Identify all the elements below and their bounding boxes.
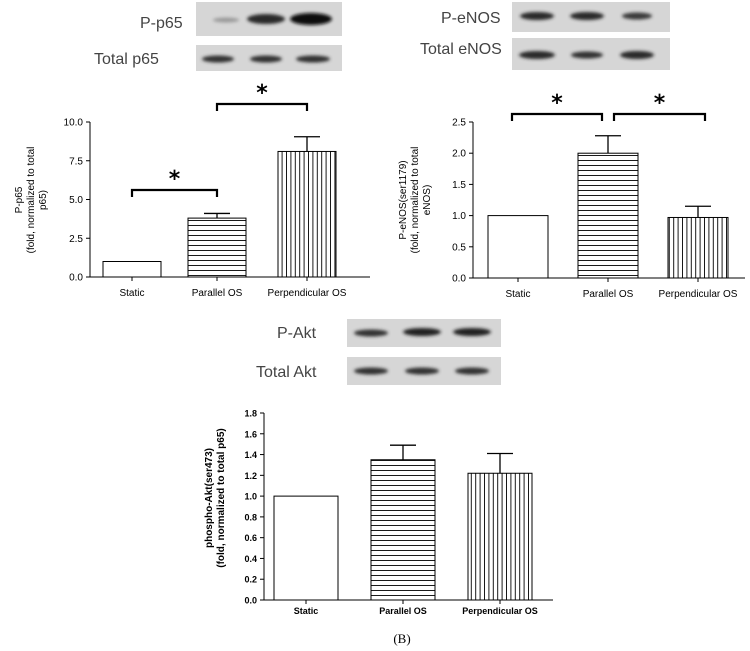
y-axis-title-line: P-eNOS(ser1179) <box>398 160 409 239</box>
x-tick-label-static: Static <box>294 606 319 616</box>
significance-star: * <box>256 81 268 106</box>
y-tick-label: 5.0 <box>69 195 83 206</box>
x-tick-label-parallel-os: Parallel OS <box>379 606 427 616</box>
y-tick-label: 1.6 <box>244 429 257 439</box>
bar-perpendicular-os <box>667 216 729 279</box>
bar-parallel-os <box>370 459 436 601</box>
y-tick-label: 1.2 <box>244 471 257 481</box>
x-tick-label-static: Static <box>119 288 144 299</box>
x-tick-label-parallel-os: Parallel OS <box>192 288 243 299</box>
y-axis-title-line: (fold, normalized to total <box>26 147 37 254</box>
y-tick-label: 2.0 <box>452 149 466 160</box>
significance-bracket <box>510 112 604 121</box>
bar-chart-p-enos: 0.0 0.5 1.0 1.5 2.0 2.5 Static Parallel OS Perpe… <box>398 91 745 300</box>
significance-bracket <box>130 188 219 197</box>
blot-strip-total-akt <box>347 357 501 385</box>
x-tick-label-perpendicular-os: Perpendicular OS <box>462 606 538 616</box>
significance-star: * <box>169 167 181 192</box>
y-tick-label: 1.5 <box>452 180 466 191</box>
bar-parallel-os <box>187 217 247 278</box>
y-tick-label: 0.0 <box>244 596 257 606</box>
y-axis-title-line: p65) <box>38 190 49 210</box>
blot-panel-akt: P-Akt Total Akt <box>256 319 501 385</box>
y-axis-title-line: eNOS) <box>422 185 433 216</box>
figure-caption: (B) <box>393 631 410 646</box>
y-axis-title-line: (fold, normalized to total p65) <box>216 428 227 567</box>
significance-star: * <box>654 91 666 116</box>
bar-chart-p-p65: 0.0 2.5 5.0 7.5 10.0 Static Parallel OS Perpend… <box>14 81 370 299</box>
blot-strip-total-enos <box>512 38 670 70</box>
y-axis-title-line: (fold, normalized to total <box>410 147 421 254</box>
blot-label-total-enos: Total eNOS <box>420 41 502 58</box>
bar-parallel-os <box>577 152 639 279</box>
bar-perpendicular-os <box>467 472 533 601</box>
y-tick-label: 1.8 <box>244 409 257 419</box>
blot-label-p-enos: P-eNOS <box>441 10 501 27</box>
y-tick-label: 10.0 <box>64 118 84 129</box>
blot-label-p-akt: P-Akt <box>277 325 317 342</box>
y-tick-label: 0.2 <box>244 575 257 585</box>
blot-panel-enos: P-eNOS Total eNOS <box>420 2 670 70</box>
y-tick-label: 0.5 <box>452 242 466 253</box>
significance-star: * <box>551 91 563 116</box>
bar-static <box>273 495 339 601</box>
y-tick-label: 0.0 <box>69 273 83 284</box>
bar-perpendicular-os <box>277 150 337 278</box>
x-tick-label-perpendicular-os: Perpendicular OS <box>268 288 347 299</box>
y-tick-label: 2.5 <box>452 118 466 129</box>
y-tick-label: 0.0 <box>452 274 466 285</box>
x-tick-label-parallel-os: Parallel OS <box>583 289 634 300</box>
significance-bracket <box>215 102 309 111</box>
blot-strip-p-enos <box>512 2 670 32</box>
y-tick-label: 2.5 <box>69 234 83 245</box>
blot-panel-p65: P-p65 Total p65 <box>94 2 342 71</box>
y-tick-label: 1.4 <box>244 450 257 460</box>
bar-static <box>487 215 549 279</box>
y-tick-label: 0.8 <box>244 512 257 522</box>
x-tick-label-static: Static <box>505 289 530 300</box>
blot-label-total-akt: Total Akt <box>256 364 317 381</box>
y-tick-label: 7.5 <box>69 156 83 167</box>
blot-strip-p-p65 <box>196 2 342 36</box>
y-tick-label: 0.6 <box>244 533 257 543</box>
bar-static <box>102 261 162 278</box>
blot-label-total-p65: Total p65 <box>94 51 159 68</box>
x-tick-label-perpendicular-os: Perpendicular OS <box>659 289 738 300</box>
y-axis-title-line: phospho-Akt(ser473) <box>204 448 215 548</box>
blot-strip-p-akt <box>347 319 501 347</box>
y-axis-title-line: P-p65 <box>14 186 25 213</box>
blot-strip-total-p65 <box>196 45 342 71</box>
significance-bracket <box>612 112 707 121</box>
blot-label-p-p65: P-p65 <box>140 15 183 32</box>
bar-chart-phospho-akt: 0.0 0.2 0.4 0.6 0.8 1.0 1.2 1.4 1.6 1.8 Static Para… <box>204 409 553 616</box>
y-tick-label: 1.0 <box>244 492 257 502</box>
y-tick-label: 1.0 <box>452 211 466 222</box>
y-tick-label: 0.4 <box>244 554 257 564</box>
